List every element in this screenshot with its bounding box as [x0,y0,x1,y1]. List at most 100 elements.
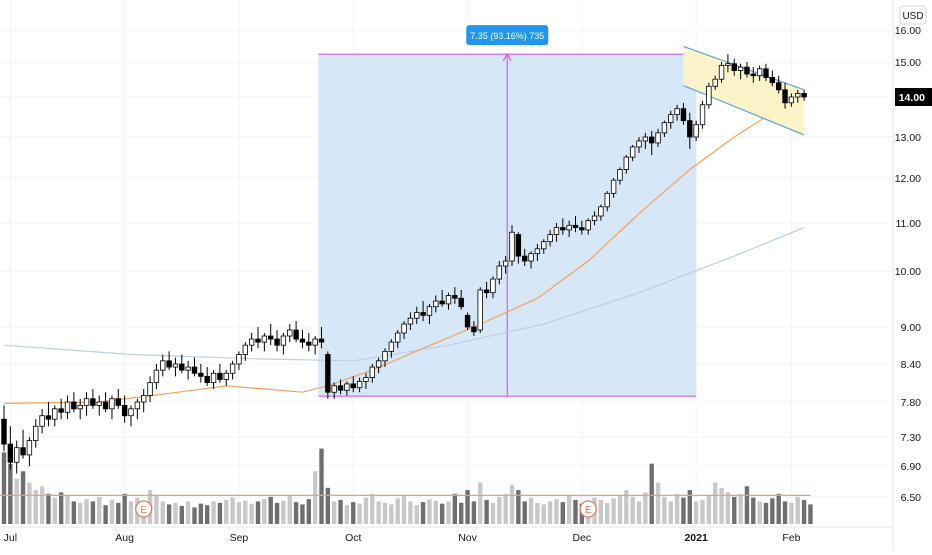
candle-body [179,363,185,371]
volume-bar [725,492,731,524]
candle-body [33,425,39,441]
candle-body [490,278,496,294]
candle-body [623,156,629,170]
candle-body [433,300,439,308]
candle-body [598,206,604,217]
volume-bar [58,492,64,524]
candle-body [560,227,566,231]
volume-bar [566,495,572,524]
candle-body [274,338,280,346]
earnings-marker-icon[interactable] [579,500,597,518]
volume-bar [1,452,7,524]
candle-body [801,92,807,98]
candle-body [229,363,236,374]
candle-body [439,300,445,305]
volume-bar [319,448,324,524]
currency-badge[interactable] [899,5,927,25]
volume-bar [39,486,45,524]
volume-bar [795,496,800,524]
candle-body [140,395,147,403]
candle-body [547,234,553,243]
volume-bar [719,487,724,524]
candle-body [255,338,261,343]
volume-bar [185,501,191,524]
volume-bar [801,499,807,524]
volume-bar [281,500,286,524]
channel-fill [683,46,805,135]
candle-body [591,215,598,222]
candle-body [445,295,452,305]
volume-bar [655,482,661,524]
time-axis[interactable]: Jul Aug Sep Oct Nov Dec 2021 Feb [4,532,801,544]
volume-bar [128,501,134,524]
volume-bar [370,493,375,524]
time-tick-label: Nov [458,532,477,544]
candle-body [280,335,287,346]
volume-bar [465,490,470,524]
candle-body [718,64,725,80]
volume-bar [173,502,178,524]
candle-body [153,369,160,384]
volume-bar [611,498,616,524]
parallel-channel[interactable] [683,45,805,136]
earnings-marker-label: E [585,505,592,516]
candle-body [26,440,33,456]
volume-bar [427,499,432,524]
candlestick-series [1,54,807,474]
candle-body [795,92,801,98]
candle-body [109,398,115,410]
candle-body [45,415,52,420]
candle-body [293,329,299,340]
candle-body [299,338,306,343]
volume-bar [344,505,350,524]
volume-bar [522,501,527,524]
candle-body [236,354,242,365]
volume-bar [547,501,553,524]
volume-bar [109,499,115,524]
candle-body [464,314,471,328]
grid [0,0,893,527]
price-tick-label: 10.00 [895,266,921,278]
measure-arrow-head [502,53,512,62]
candle-body [579,227,585,231]
candle-body [350,383,356,389]
channel-upper-line[interactable] [683,45,805,91]
candle-body [287,329,293,337]
candle-body [585,220,591,231]
candle-body [337,385,344,391]
candle-body [509,231,515,262]
channel-lower-line[interactable] [683,84,805,136]
price-tick-label: 11.00 [896,218,922,230]
volume-bar [452,493,458,524]
candle-body [223,372,229,380]
candle-body [522,255,528,262]
volume-bar [376,501,381,524]
moving-averages [3,96,805,404]
volume-bar [554,499,559,524]
volume-bar [693,501,699,524]
badges: 14.00 [895,88,932,106]
volume-bar [249,503,254,524]
candle-body [553,227,560,235]
time-tick-label: Jul [4,532,17,544]
candle-body [426,306,433,316]
earnings-marker-icon[interactable] [135,500,153,518]
volume-bar [363,497,369,524]
volume-bar [389,504,394,524]
volume-bar [293,502,299,524]
candle-body [102,401,109,410]
volume-bar [617,495,623,524]
price-range-measure[interactable]: 7.35 (93.16%) 735 [318,25,697,397]
volume-bar [497,496,502,524]
volume-bar [33,490,38,524]
candle-body [617,169,623,181]
volume-bar [160,501,165,524]
volume-bar [503,493,508,524]
volume-bar [382,502,388,524]
volume-bar [738,493,743,524]
candle-body [217,372,223,380]
candle-body [147,382,153,396]
